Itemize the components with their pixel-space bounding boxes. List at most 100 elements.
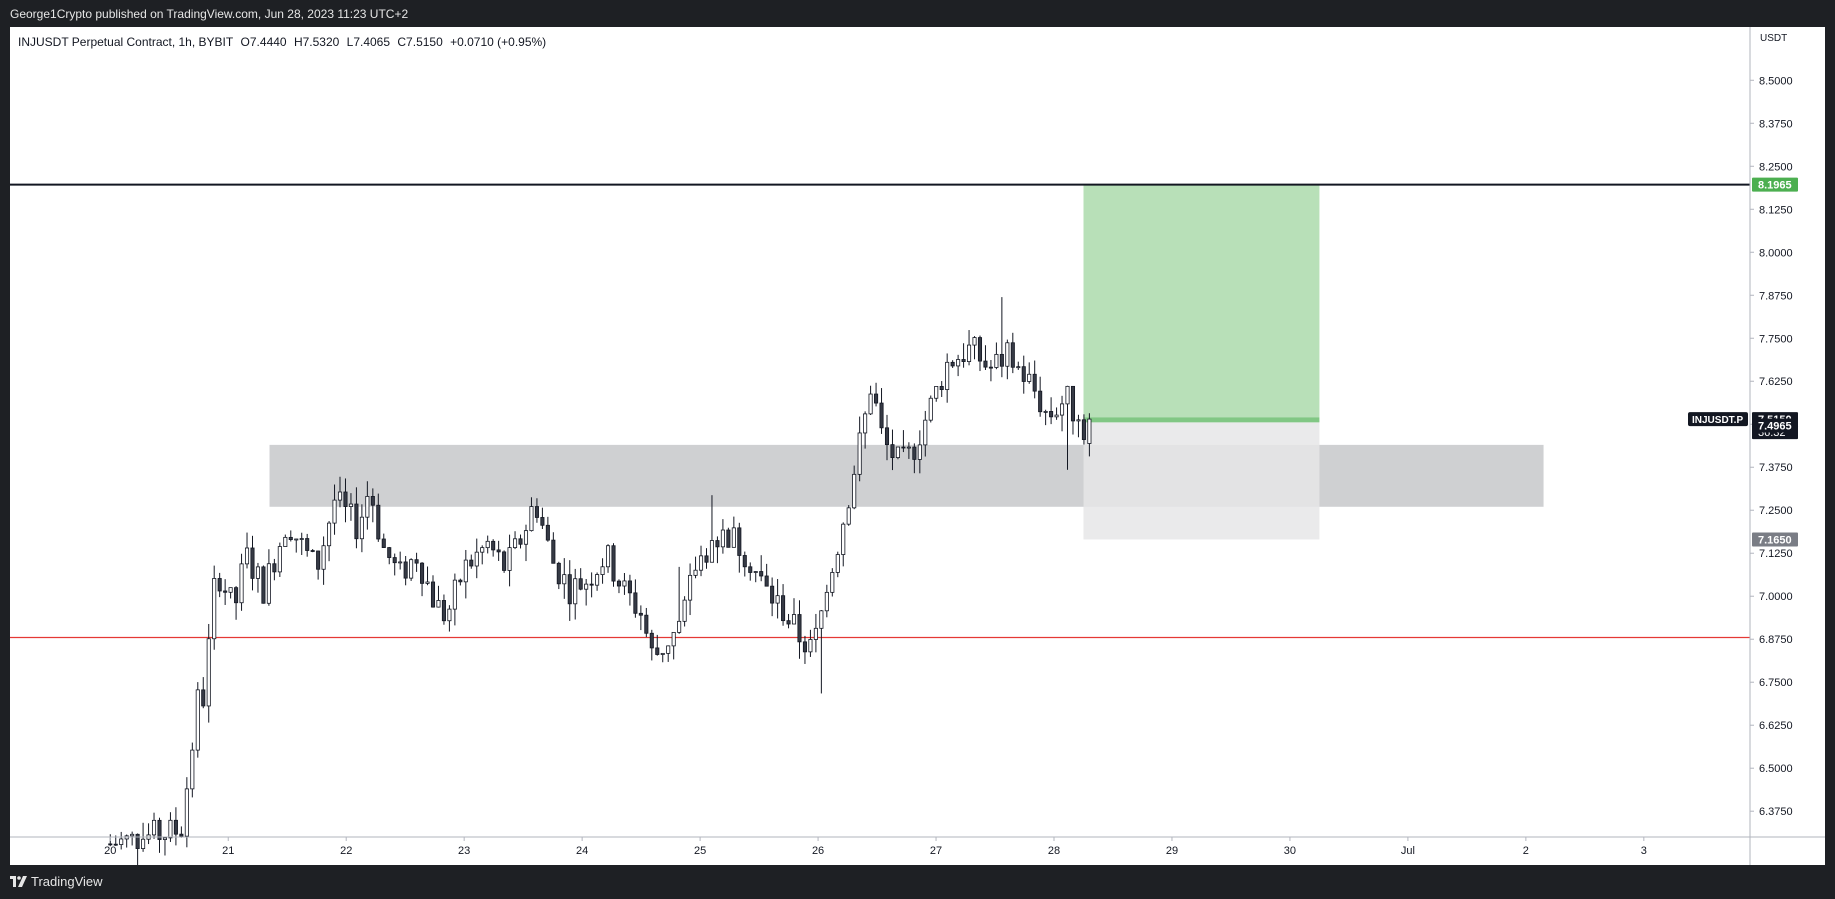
candle[interactable] — [201, 689, 206, 707]
candle[interactable] — [1005, 342, 1010, 367]
tradingview-logo[interactable]: TradingView — [10, 874, 103, 889]
candle[interactable] — [928, 397, 933, 421]
candle[interactable] — [633, 592, 638, 614]
candle[interactable] — [359, 516, 364, 540]
candle[interactable] — [1043, 411, 1048, 413]
candle[interactable] — [398, 561, 403, 564]
candle[interactable] — [737, 527, 742, 556]
candle[interactable] — [666, 645, 671, 654]
candle[interactable] — [999, 353, 1004, 367]
sr-zone[interactable] — [269, 444, 1544, 507]
candle[interactable] — [983, 360, 988, 368]
candle[interactable] — [846, 507, 851, 525]
candle[interactable] — [250, 547, 255, 579]
candle[interactable] — [939, 386, 944, 390]
candle[interactable] — [611, 545, 616, 582]
candle[interactable] — [529, 506, 534, 532]
candle[interactable] — [994, 353, 999, 368]
candle[interactable] — [742, 555, 747, 568]
candle[interactable] — [874, 393, 879, 404]
candle[interactable] — [753, 571, 758, 573]
candle[interactable] — [266, 563, 271, 604]
candle[interactable] — [217, 578, 222, 592]
candle[interactable] — [589, 583, 594, 586]
candle[interactable] — [1054, 414, 1059, 418]
candle[interactable] — [212, 578, 217, 640]
candle[interactable] — [786, 620, 791, 625]
candle[interactable] — [430, 581, 436, 608]
candle[interactable] — [403, 561, 408, 579]
candle[interactable] — [688, 574, 693, 601]
candle[interactable] — [518, 538, 523, 545]
candle[interactable] — [917, 444, 922, 460]
candle[interactable] — [1032, 373, 1037, 392]
candle[interactable] — [556, 562, 561, 585]
candle[interactable] — [660, 652, 665, 655]
candle[interactable] — [228, 587, 233, 593]
candle[interactable] — [179, 833, 184, 837]
candle[interactable] — [720, 529, 725, 548]
candle[interactable] — [934, 386, 939, 399]
candle[interactable] — [1070, 385, 1076, 422]
candle[interactable] — [113, 843, 118, 846]
candle[interactable] — [622, 580, 627, 587]
candle[interactable] — [977, 337, 983, 362]
candle[interactable] — [239, 563, 244, 604]
candle[interactable] — [841, 523, 846, 555]
candle[interactable] — [337, 491, 343, 501]
candle[interactable] — [277, 546, 282, 573]
price-chart[interactable]: USDT 8.5000 8.3750 8.2500 8.1250 8.0000 7.8750… — [10, 27, 1825, 865]
candle[interactable] — [1060, 403, 1065, 416]
candle[interactable] — [387, 547, 392, 558]
candle[interactable] — [1049, 411, 1054, 418]
candle[interactable] — [573, 578, 578, 605]
candle[interactable] — [288, 536, 293, 540]
candle[interactable] — [704, 555, 709, 563]
candle[interactable] — [157, 819, 162, 840]
candle[interactable] — [1016, 366, 1021, 369]
candle[interactable] — [906, 446, 911, 449]
candle[interactable] — [310, 550, 315, 552]
candle[interactable] — [206, 638, 211, 707]
candle[interactable] — [244, 547, 250, 565]
candle[interactable] — [168, 819, 173, 839]
candle[interactable] — [305, 538, 310, 551]
candle[interactable] — [595, 574, 600, 586]
candle[interactable] — [463, 559, 468, 583]
candle[interactable] — [961, 359, 966, 362]
candle[interactable] — [808, 639, 813, 653]
candle[interactable] — [857, 432, 862, 475]
candle[interactable] — [584, 583, 589, 590]
candle[interactable] — [606, 545, 611, 568]
candle[interactable] — [173, 819, 178, 835]
candle[interactable] — [819, 610, 824, 629]
candle[interactable] — [1021, 366, 1026, 382]
candle[interactable] — [863, 413, 868, 434]
candle[interactable] — [343, 491, 348, 507]
candle[interactable] — [392, 557, 397, 564]
candle[interactable] — [420, 562, 425, 584]
candle[interactable] — [513, 538, 518, 549]
candle[interactable] — [709, 540, 714, 563]
candle[interactable] — [1087, 418, 1092, 444]
candle[interactable] — [141, 838, 146, 849]
candle[interactable] — [802, 641, 807, 653]
candle[interactable] — [627, 580, 632, 594]
candle[interactable] — [1065, 385, 1070, 405]
candle[interactable] — [813, 627, 818, 640]
candle[interactable] — [354, 503, 359, 540]
candle[interactable] — [485, 540, 490, 549]
candle[interactable] — [1081, 419, 1086, 440]
candle[interactable] — [502, 551, 507, 571]
candle[interactable] — [775, 595, 780, 604]
candle[interactable] — [545, 524, 550, 541]
candle[interactable] — [1038, 390, 1043, 413]
candle[interactable] — [731, 527, 736, 548]
candle[interactable] — [151, 819, 157, 836]
candle[interactable] — [119, 838, 124, 845]
candle[interactable] — [523, 530, 529, 545]
candle[interactable] — [409, 559, 414, 579]
candle[interactable] — [988, 366, 993, 369]
candle[interactable] — [797, 614, 802, 643]
candle[interactable] — [956, 359, 961, 367]
